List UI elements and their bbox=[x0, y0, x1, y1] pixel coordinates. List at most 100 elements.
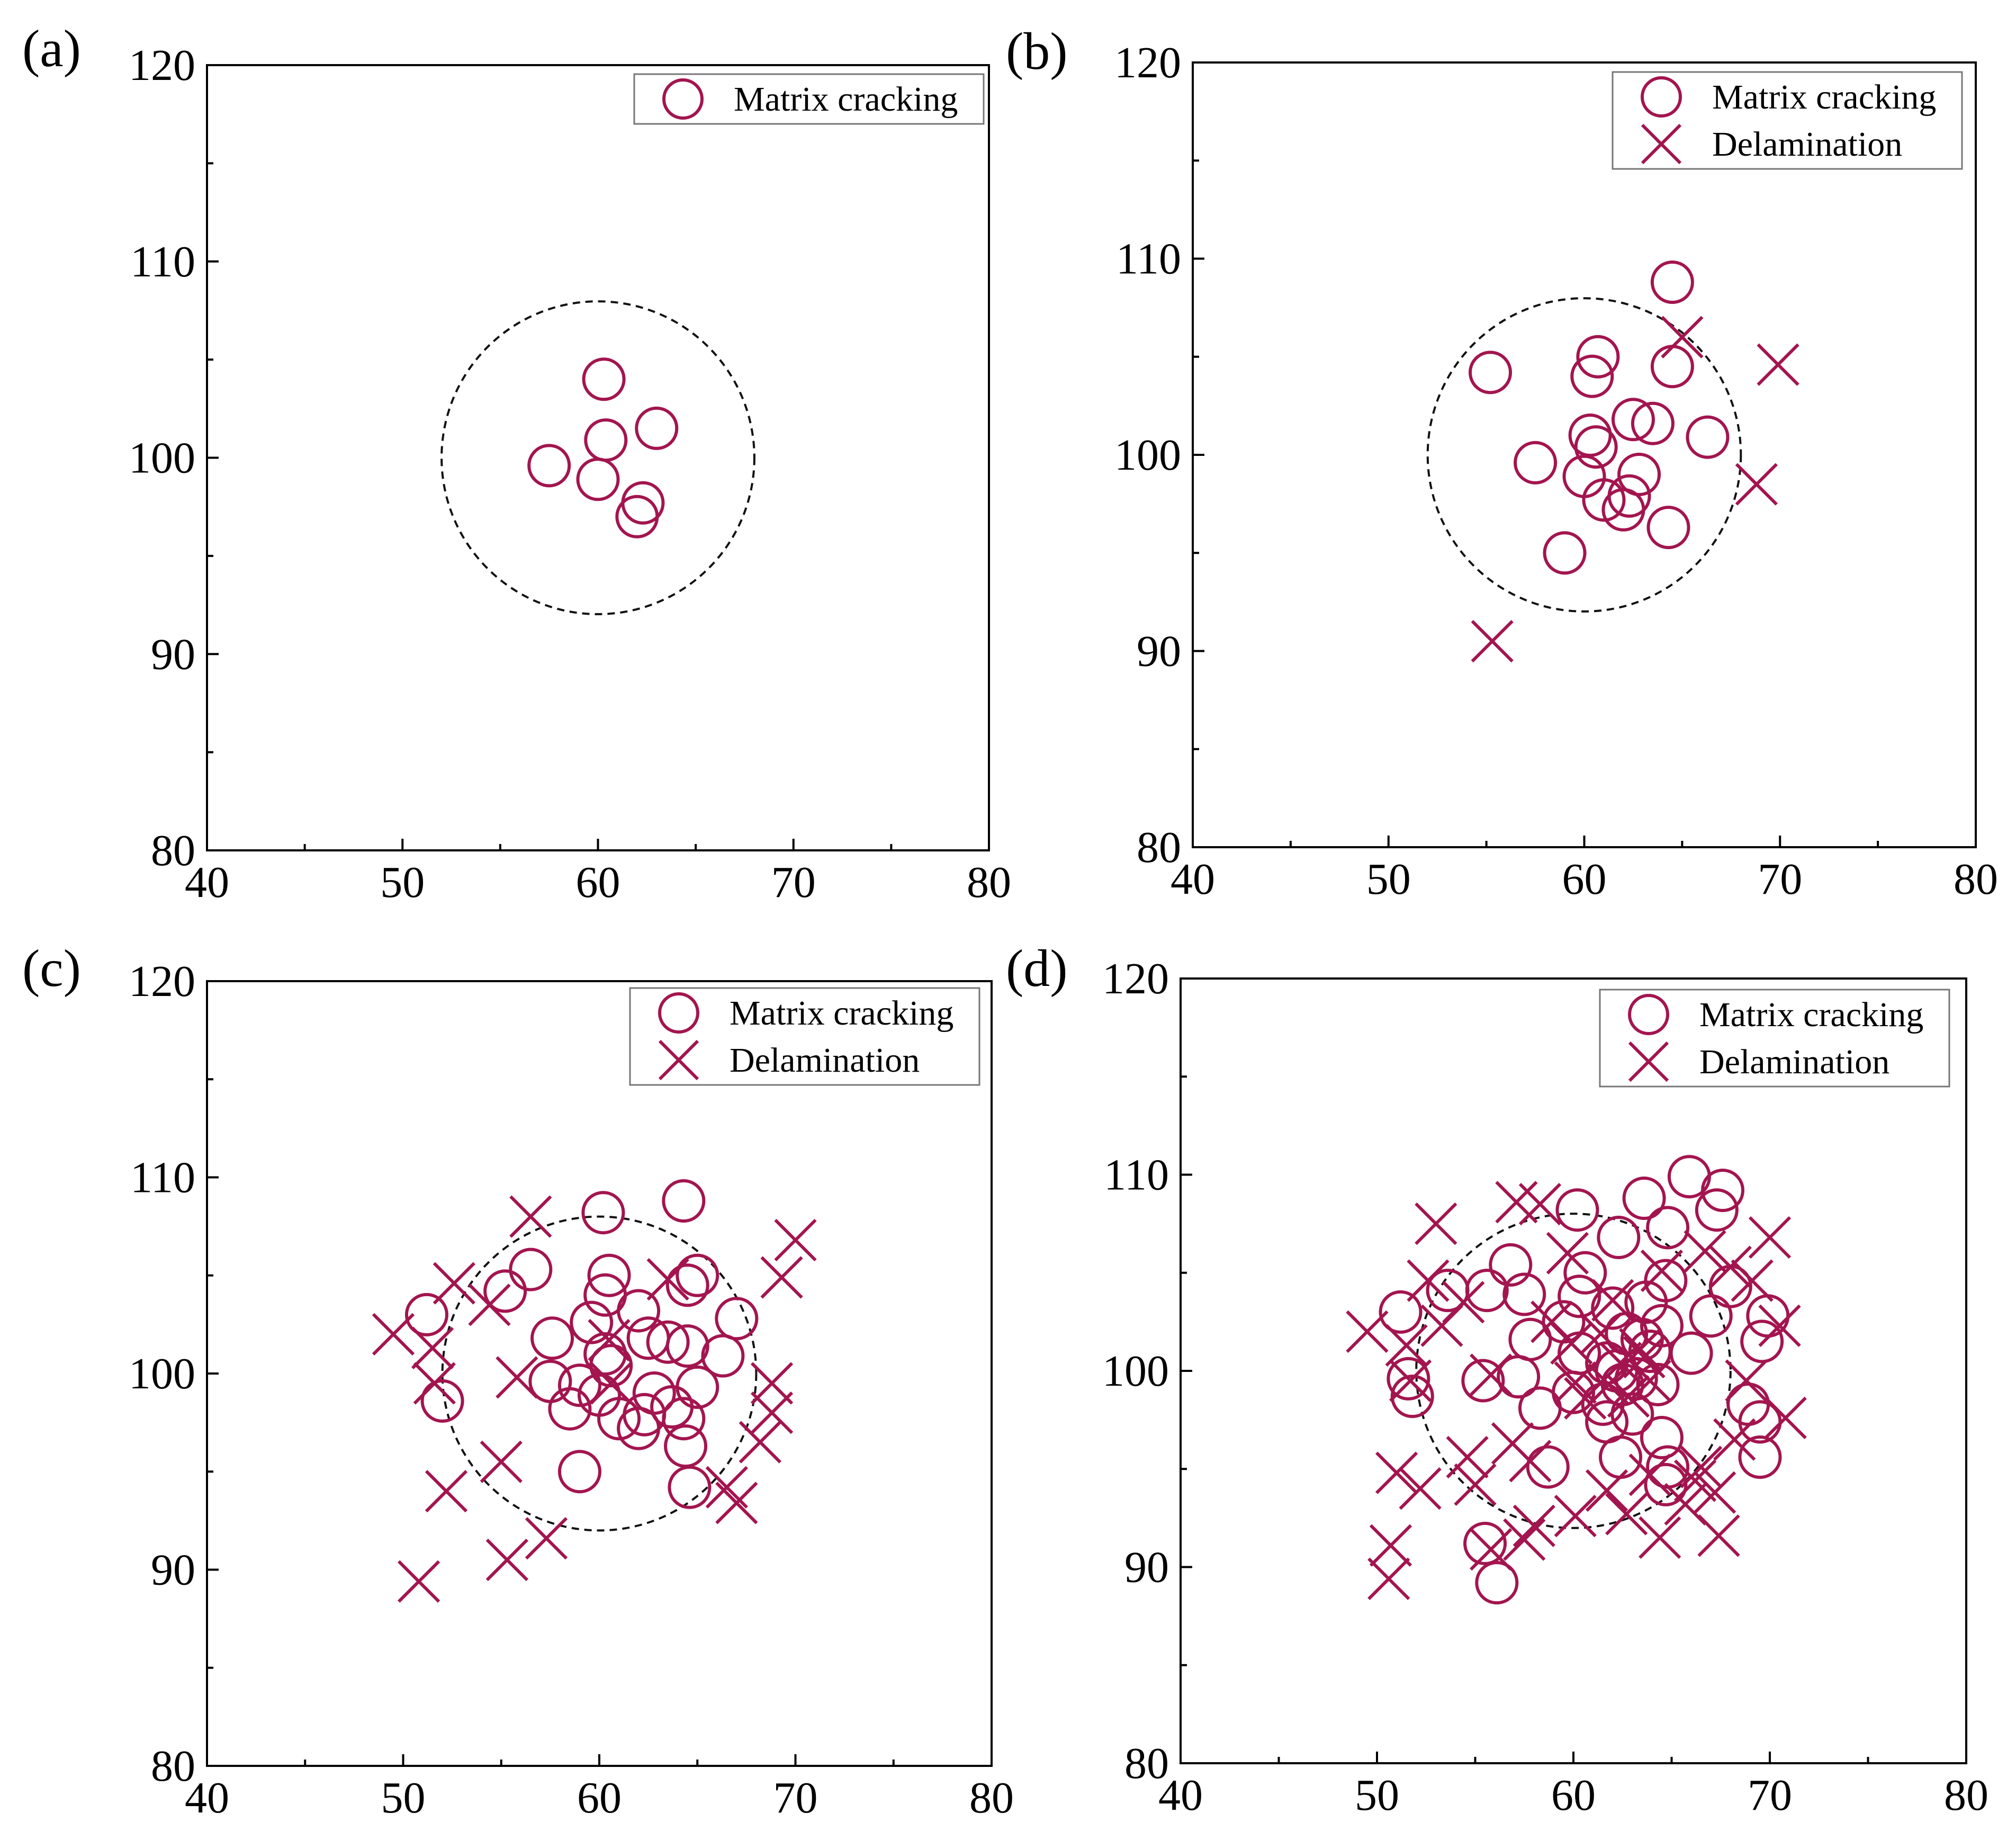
legend-circle-marker bbox=[1628, 994, 1669, 1035]
matrix-cracking-point bbox=[1581, 1382, 1625, 1426]
delamination-point-stroke-b bbox=[1420, 1304, 1463, 1347]
delamination-point bbox=[1470, 1528, 1513, 1571]
matrix-cracking-point bbox=[1465, 1269, 1509, 1313]
y-tick-label: 120 bbox=[1114, 38, 1181, 87]
matrix-cracking-point bbox=[1644, 1462, 1688, 1506]
y-tick-label: 100 bbox=[1102, 1347, 1169, 1396]
delamination-point-stroke-b bbox=[496, 1356, 538, 1399]
matrix-cracking-point bbox=[1502, 1272, 1546, 1316]
matrix-cracking-point bbox=[1611, 398, 1655, 442]
legend: Matrix cracking bbox=[633, 73, 985, 125]
delamination-point-stroke-b bbox=[1554, 1361, 1597, 1404]
matrix-cracking-point bbox=[1497, 1355, 1541, 1399]
delamination-point-stroke-b bbox=[1367, 1557, 1410, 1600]
delamination-point-stroke-b bbox=[1550, 1322, 1593, 1365]
y-tick-label: 110 bbox=[1116, 235, 1181, 284]
delamination-point bbox=[1579, 1312, 1623, 1355]
delamination-point bbox=[1389, 1359, 1432, 1402]
delamination-point-stroke-b bbox=[1346, 1310, 1389, 1353]
series-matrix-cracking bbox=[404, 1179, 759, 1509]
matrix-cracking-point bbox=[662, 1397, 706, 1441]
matrix-cracking-point bbox=[1740, 1320, 1784, 1363]
delamination-point bbox=[1375, 1451, 1418, 1494]
delamination-point bbox=[1518, 1182, 1562, 1226]
panel-c: (c) 40 50 60 70 80 80 90 100 110 120 Matrix crackin… bbox=[22, 939, 1014, 1823]
delamination-point bbox=[588, 1318, 631, 1362]
x-tick-label: 80 bbox=[967, 858, 1011, 907]
matrix-cracking-point bbox=[1591, 1286, 1635, 1330]
delamination-point-stroke-b bbox=[411, 1326, 454, 1369]
panel-label: (d) bbox=[1006, 939, 1068, 998]
delamination-point-stroke-b bbox=[1513, 1504, 1555, 1547]
y-tick-label: 90 bbox=[151, 1546, 195, 1595]
legend-circle-marker bbox=[1641, 76, 1682, 118]
y-tick-label: 90 bbox=[151, 630, 195, 679]
delamination-point-stroke-b bbox=[1725, 1359, 1768, 1402]
delamination-point-stroke-b bbox=[1764, 1396, 1807, 1440]
series-delamination bbox=[372, 1195, 817, 1603]
delamination-point-stroke-b bbox=[590, 1362, 633, 1405]
legend-cross-marker-stroke-b bbox=[658, 1039, 699, 1081]
panel-a: (a) 40 50 60 70 80 80 90 100 110 120 Matrix crackin… bbox=[22, 19, 1011, 907]
delamination-point bbox=[398, 1560, 440, 1603]
delamination-point bbox=[1619, 1328, 1662, 1371]
x-tick-label: 80 bbox=[969, 1773, 1014, 1823]
matrix-cracking-point bbox=[1624, 1280, 1668, 1324]
matrix-cracking-point bbox=[715, 1297, 759, 1341]
matrix-cracking-point bbox=[668, 1465, 712, 1509]
delamination-point-stroke-b bbox=[1673, 1459, 1717, 1502]
delamination-point bbox=[1661, 316, 1704, 358]
legend-label: Delamination bbox=[1712, 125, 1902, 164]
series-delamination bbox=[1471, 316, 1799, 663]
delamination-point-stroke-b bbox=[1731, 1259, 1774, 1302]
delamination-point-stroke-b bbox=[413, 1362, 456, 1405]
delamination-point-stroke-b bbox=[468, 1283, 511, 1326]
delamination-point-stroke-b bbox=[1546, 1232, 1589, 1274]
matrix-cracking-point bbox=[1597, 1216, 1641, 1260]
delamination-point bbox=[1346, 1310, 1389, 1353]
delamination-point bbox=[1623, 1335, 1666, 1379]
delamination-point-stroke-b bbox=[1628, 1359, 1671, 1402]
matrix-cracking-point bbox=[1640, 1415, 1684, 1459]
delamination-point-stroke-b bbox=[1399, 1467, 1442, 1510]
delamination-point-stroke-b bbox=[1697, 1514, 1740, 1557]
delamination-point bbox=[496, 1356, 538, 1399]
matrix-cracking-point bbox=[584, 418, 628, 462]
y-tick-label: 90 bbox=[1124, 1543, 1169, 1592]
reference-circle bbox=[1426, 297, 1742, 613]
y-tick-label: 80 bbox=[151, 1742, 195, 1791]
matrix-cracking-point bbox=[509, 1247, 553, 1291]
matrix-cracking-point bbox=[581, 1191, 625, 1235]
delamination-point bbox=[646, 1258, 689, 1301]
delamination-point bbox=[1640, 1249, 1684, 1293]
delamination-point bbox=[1764, 1396, 1807, 1440]
delamination-point bbox=[1735, 463, 1778, 506]
delamination-point-stroke-b bbox=[1585, 1469, 1628, 1512]
delamination-point-stroke-b bbox=[1470, 1528, 1513, 1571]
x-tick-label: 60 bbox=[1551, 1771, 1596, 1820]
matrix-cracking-point bbox=[557, 1450, 601, 1494]
matrix-cracking-point bbox=[617, 1406, 661, 1450]
delamination-point-stroke-b bbox=[1454, 1463, 1497, 1506]
matrix-cracking-point bbox=[1514, 441, 1558, 484]
delamination-point-stroke-b bbox=[372, 1313, 415, 1356]
delamination-point bbox=[739, 1421, 781, 1464]
delamination-point-stroke-b bbox=[425, 1470, 468, 1513]
delamination-point-stroke-b bbox=[705, 1466, 748, 1509]
delamination-point-stroke-b bbox=[774, 1218, 817, 1262]
delamination-point bbox=[433, 1262, 475, 1305]
matrix-cracking-point bbox=[665, 1263, 709, 1307]
y-tick-label: 100 bbox=[129, 434, 195, 483]
y-tick-label: 110 bbox=[1104, 1151, 1169, 1200]
delamination-point-stroke-b bbox=[1495, 1181, 1538, 1224]
delamination-point bbox=[1725, 1359, 1768, 1402]
delamination-point-stroke-b bbox=[1375, 1451, 1418, 1494]
matrix-cracking-point bbox=[587, 1253, 631, 1297]
delamination-point-stroke-b bbox=[1587, 1363, 1630, 1406]
delamination-point-stroke-b bbox=[1709, 1245, 1752, 1288]
y-tick-label: 100 bbox=[129, 1349, 195, 1398]
matrix-cracking-point bbox=[1617, 453, 1661, 497]
delamination-point-stroke-b bbox=[1369, 1524, 1412, 1567]
delamination-point bbox=[1731, 1259, 1774, 1302]
legend: Matrix cracking Delamination bbox=[629, 987, 980, 1086]
